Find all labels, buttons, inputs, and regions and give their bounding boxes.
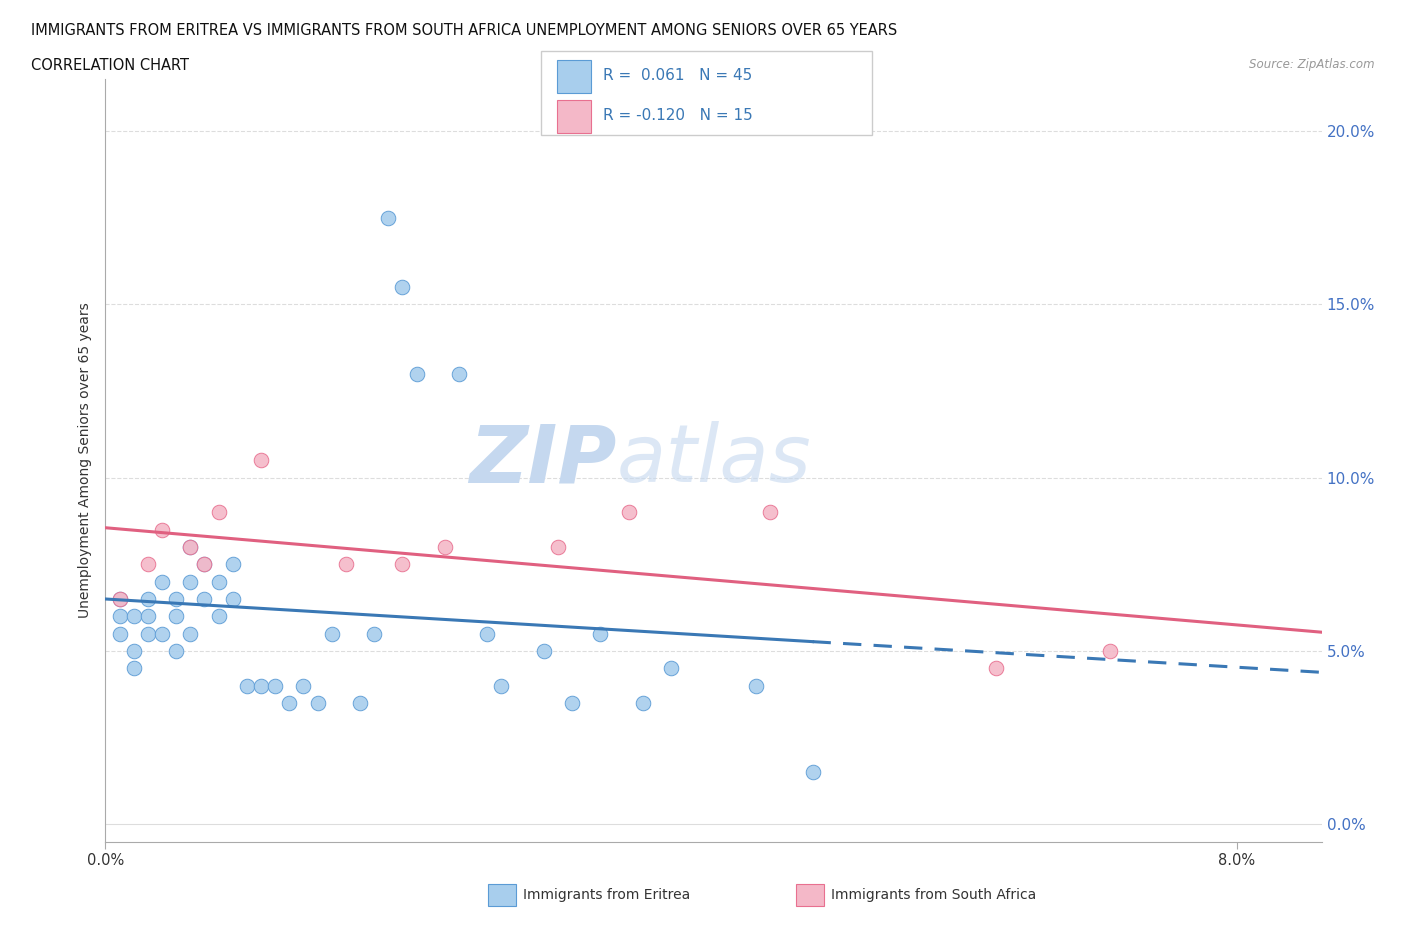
Point: [335, 557, 357, 572]
Point: [222, 557, 245, 572]
Point: [108, 591, 131, 606]
Point: [547, 539, 569, 554]
Point: [447, 366, 470, 381]
Point: [986, 661, 1008, 676]
Text: Source: ZipAtlas.com: Source: ZipAtlas.com: [1250, 58, 1375, 71]
Point: [122, 609, 145, 624]
Point: [150, 626, 173, 641]
Point: [136, 591, 159, 606]
Point: [179, 539, 201, 554]
Point: [136, 609, 159, 624]
Point: [193, 557, 215, 572]
Point: [533, 644, 555, 658]
Point: [250, 453, 273, 468]
Point: [250, 678, 273, 693]
Point: [150, 523, 173, 538]
Point: [801, 764, 824, 779]
Point: [759, 505, 782, 520]
Point: [1098, 644, 1121, 658]
Point: [165, 644, 187, 658]
Point: [659, 661, 682, 676]
Point: [391, 280, 413, 295]
Point: [292, 678, 315, 693]
Point: [108, 591, 131, 606]
Point: [207, 505, 229, 520]
Point: [179, 539, 201, 554]
Point: [307, 696, 329, 711]
Text: IMMIGRANTS FROM ERITREA VS IMMIGRANTS FROM SOUTH AFRICA UNEMPLOYMENT AMONG SENIO: IMMIGRANTS FROM ERITREA VS IMMIGRANTS FR…: [31, 23, 897, 38]
Point: [108, 626, 131, 641]
Point: [363, 626, 385, 641]
Text: atlas: atlas: [616, 421, 811, 499]
Point: [122, 661, 145, 676]
Point: [222, 591, 245, 606]
Text: R = -0.120   N = 15: R = -0.120 N = 15: [603, 108, 754, 123]
Text: CORRELATION CHART: CORRELATION CHART: [31, 58, 188, 73]
Point: [122, 644, 145, 658]
Point: [745, 678, 768, 693]
Point: [391, 557, 413, 572]
Point: [108, 609, 131, 624]
Text: ZIP: ZIP: [468, 421, 616, 499]
Point: [136, 626, 159, 641]
Point: [179, 574, 201, 589]
Point: [617, 505, 640, 520]
Point: [150, 574, 173, 589]
Point: [193, 557, 215, 572]
Point: [165, 609, 187, 624]
Point: [477, 626, 499, 641]
Point: [349, 696, 371, 711]
Text: Immigrants from Eritrea: Immigrants from Eritrea: [523, 887, 690, 902]
Point: [405, 366, 427, 381]
Point: [631, 696, 654, 711]
Point: [236, 678, 259, 693]
Point: [433, 539, 456, 554]
Point: [179, 626, 201, 641]
Text: R =  0.061   N = 45: R = 0.061 N = 45: [603, 68, 752, 83]
Y-axis label: Unemployment Among Seniors over 65 years: Unemployment Among Seniors over 65 years: [79, 302, 93, 618]
Point: [321, 626, 343, 641]
Point: [207, 574, 229, 589]
Point: [377, 210, 399, 225]
Point: [589, 626, 612, 641]
Point: [491, 678, 513, 693]
Point: [193, 591, 215, 606]
Point: [165, 591, 187, 606]
Point: [278, 696, 301, 711]
Point: [264, 678, 287, 693]
Point: [136, 557, 159, 572]
Point: [561, 696, 583, 711]
Text: Immigrants from South Africa: Immigrants from South Africa: [831, 887, 1036, 902]
Point: [207, 609, 229, 624]
